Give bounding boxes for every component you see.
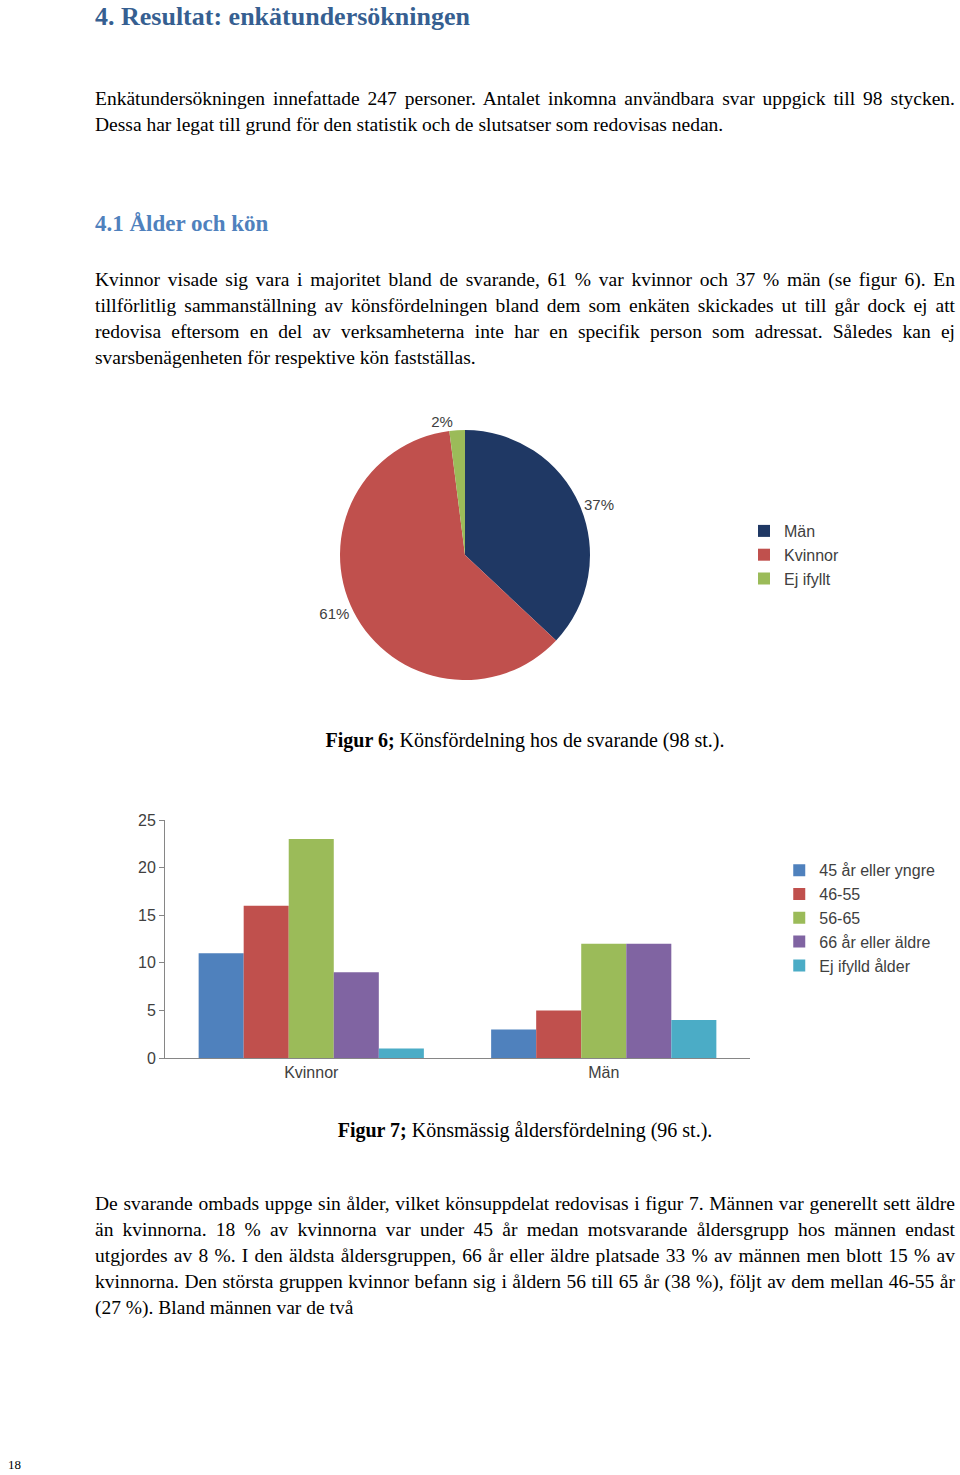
html-text:4.1 Ålder och kön: 4.1 Ålder och kön: [95, 211, 269, 236]
html-text:Enkätundersökningen innefattad: Enkätundersökningen innefattade 247 pers…: [95, 88, 955, 135]
svg-text:66 år eller äldre: 66 år eller äldre: [819, 934, 930, 951]
svg-text:37%: 37%: [584, 496, 614, 513]
svg-text:61%: 61%: [319, 605, 349, 622]
svg-text:Kvinnor: Kvinnor: [784, 547, 839, 564]
svg-text:46-55: 46-55: [819, 886, 860, 903]
html-text:Kvinnor visade sig vara i majo: Kvinnor visade sig vara i majoritet blan…: [95, 269, 955, 368]
html-text:18: 18: [8, 1457, 21, 1472]
svg-text:5: 5: [147, 1002, 156, 1019]
svg-text:2%: 2%: [431, 413, 453, 430]
svg-text:Män: Män: [588, 1064, 619, 1081]
svg-text:Ej ifylld ålder: Ej ifylld ålder: [819, 958, 910, 975]
svg-text:45 år eller yngre: 45 år eller yngre: [819, 862, 935, 879]
svg-text:56-65: 56-65: [819, 910, 860, 927]
svg-text:Män: Män: [784, 523, 815, 540]
svg-text:10: 10: [138, 954, 156, 971]
html-text:4. Resultat: enkätundersökning: 4. Resultat: enkätundersökningen: [95, 2, 470, 31]
html-text:De svarande ombads uppge sin å: De svarande ombads uppge sin ålder, vilk…: [95, 1193, 955, 1318]
svg-text:15: 15: [138, 907, 156, 924]
svg-text:25: 25: [138, 812, 156, 829]
html-text:Figur 7; Könsmässig åldersförd: Figur 7; Könsmässig åldersfördelning (96…: [337, 1119, 713, 1141]
svg-text:20: 20: [138, 859, 156, 876]
svg-text:Kvinnor: Kvinnor: [284, 1064, 339, 1081]
svg-text:Ej ifyllt: Ej ifyllt: [784, 571, 831, 588]
svg-text:0: 0: [147, 1050, 156, 1067]
html-text:Figur 6; Könsfördelning hos de: Figur 6; Könsfördelning hos de svarande …: [325, 729, 725, 751]
